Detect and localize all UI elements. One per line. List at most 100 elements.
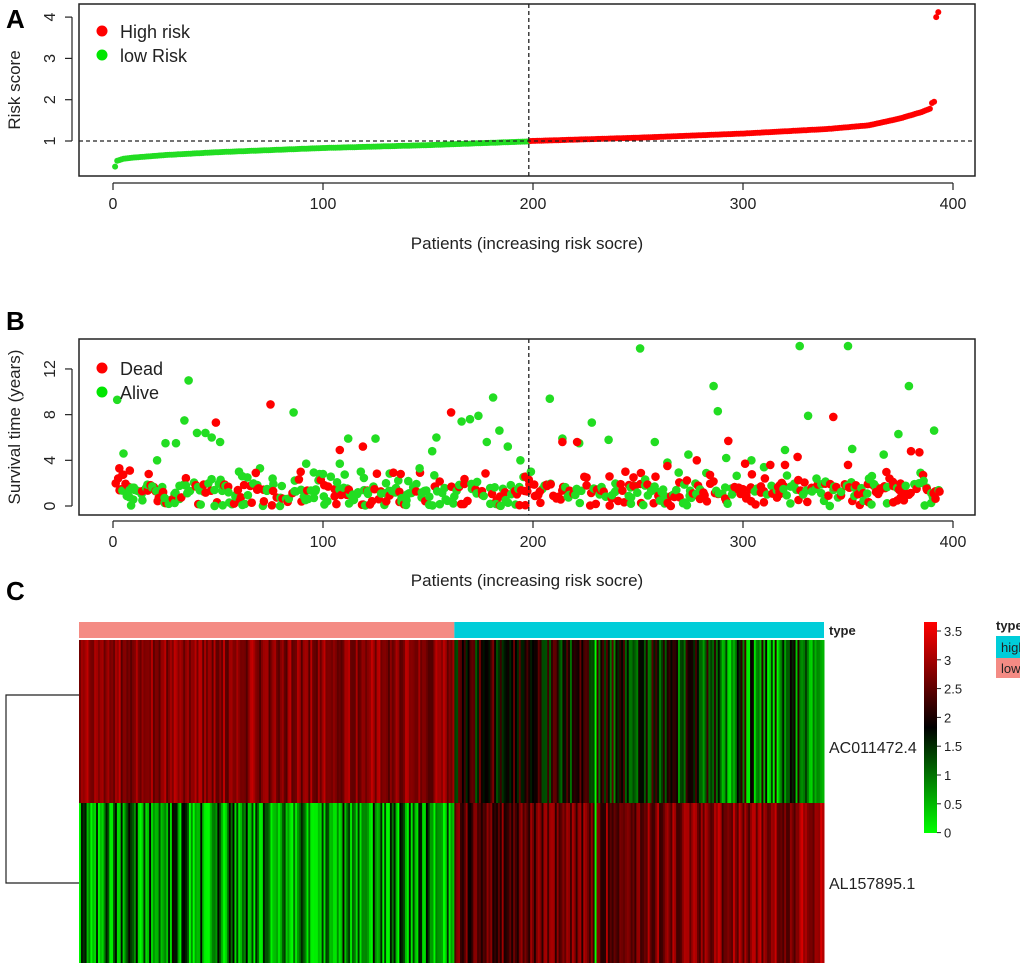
heatmap-cell-ac011472 — [575, 640, 579, 803]
heatmap-cell-ac011472 — [249, 640, 253, 803]
heatmap-cell-ac011472 — [679, 640, 683, 803]
heatmap-cell-ac011472 — [115, 640, 118, 803]
heatmap-cell-al157895 — [113, 803, 116, 963]
heatmap-cell-ac011472 — [386, 640, 389, 803]
heatmap-cell-ac011472 — [272, 640, 275, 803]
heatmap-cell-ac011472 — [795, 640, 798, 803]
heatmap-cell-al157895 — [587, 803, 590, 963]
survival-point-dead — [372, 469, 382, 479]
survival-point-dead — [267, 501, 277, 510]
heatmap-cell-ac011472 — [147, 640, 150, 803]
heatmap-cell-al157895 — [79, 803, 82, 963]
survival-point-dead — [724, 436, 733, 446]
survival-point-dead — [875, 486, 884, 496]
survival-point-dead — [747, 470, 757, 479]
heatmap-cell-al157895 — [160, 803, 163, 963]
survival-point-alive — [428, 501, 437, 510]
survival-point-alive — [171, 438, 181, 448]
survival-point-dead — [118, 470, 128, 480]
heatmap-cell-al157895 — [789, 803, 793, 963]
heatmap-cell-ac011472 — [238, 640, 241, 803]
heatmap-cell-al157895 — [141, 803, 144, 963]
heatmap-cell-ac011472 — [169, 640, 173, 803]
risk-point-high — [926, 105, 933, 112]
heatmap-cell-al157895 — [204, 803, 207, 963]
survival-point-dead — [619, 498, 629, 507]
heatmap-cell-ac011472 — [524, 640, 527, 803]
heatmap-cell-al157895 — [575, 803, 579, 963]
heatmap-cell-ac011472 — [507, 640, 510, 803]
survival-point-alive — [882, 499, 892, 508]
survival-point-dead — [906, 446, 916, 456]
heatmap-cell-al157895 — [393, 803, 397, 963]
heatmap-cell-al157895 — [649, 803, 652, 963]
heatmap-cell-ac011472 — [342, 640, 345, 803]
survival-point-dead — [268, 486, 278, 496]
heatmap-cell-al157895 — [209, 803, 213, 963]
survival-point-alive — [323, 496, 332, 506]
heatmap-cell-al157895 — [717, 803, 721, 963]
survival-point-alive — [427, 446, 437, 456]
heatmap-cell-ac011472 — [92, 640, 95, 803]
heatmap-cell-al157895 — [374, 803, 378, 963]
heatmap-cell-ac011472 — [122, 640, 125, 803]
heatmap-cell-ac011472 — [86, 640, 89, 803]
heatmap-cell-ac011472 — [516, 640, 520, 803]
heatmap-cell-al157895 — [607, 803, 611, 963]
survival-point-alive — [277, 481, 287, 491]
heatmap-cell-ac011472 — [649, 640, 652, 803]
survival-point-alive — [482, 437, 492, 447]
heatmap-cell-ac011472 — [435, 640, 438, 803]
heatmap-cell-al157895 — [543, 803, 546, 963]
heatmap-cell-al157895 — [223, 803, 226, 963]
heatmap-cell-ac011472 — [454, 640, 457, 803]
heatmap-cell-ac011472 — [458, 640, 461, 803]
heatmap-cell-al157895 — [678, 803, 681, 963]
heatmap-cell-al157895 — [386, 803, 389, 963]
heatmap-cell-ac011472 — [791, 640, 795, 803]
heatmap-cell-al157895 — [279, 803, 283, 963]
heatmap-cell-ac011472 — [96, 640, 99, 803]
heatmap-cell-al157895 — [712, 803, 715, 963]
survival-point-alive — [196, 500, 205, 509]
heatmap-cell-al157895 — [437, 803, 440, 963]
heatmap-cell-al157895 — [496, 803, 499, 963]
heatmap-cell-ac011472 — [587, 640, 590, 803]
heatmap-cell-ac011472 — [414, 640, 417, 803]
heatmap-cell-ac011472 — [158, 640, 162, 803]
survival-point-alive — [633, 488, 642, 498]
survival-point-dead — [800, 478, 809, 487]
heatmap-cell-al157895 — [494, 803, 497, 963]
type-annotation-bar — [79, 622, 824, 638]
heatmap-cell-al157895 — [86, 803, 89, 963]
survival-point-dead — [115, 464, 124, 473]
heatmap-cell-al157895 — [435, 803, 438, 963]
heatmap-cell-ac011472 — [518, 640, 522, 803]
survival-point-alive — [894, 429, 903, 439]
heatmap-cell-al157895 — [133, 803, 137, 963]
heatmap-cell-ac011472 — [808, 640, 812, 803]
heatmap-cell-al157895 — [96, 803, 99, 963]
survival-point-dead — [536, 498, 545, 508]
survival-point-alive — [207, 474, 216, 484]
heatmap-cell-ac011472 — [319, 640, 323, 803]
type-legend-swatch-low — [996, 658, 1020, 678]
heatmap-cell-al157895 — [569, 803, 573, 963]
heatmap-cell-al157895 — [391, 803, 395, 963]
heatmap-cell-al157895 — [260, 803, 264, 963]
survival-point-alive — [340, 470, 350, 479]
heatmap-cell-al157895 — [120, 803, 124, 963]
heatmap-cell-ac011472 — [298, 640, 302, 803]
heatmap-cell-al157895 — [681, 803, 685, 963]
heatmap-cell-ac011472 — [655, 640, 658, 803]
heatmap-cell-ac011472 — [583, 640, 586, 803]
survival-point-dead — [463, 496, 472, 506]
y-tick-label: 8 — [42, 410, 59, 419]
heatmap-cell-ac011472 — [168, 640, 171, 803]
heatmap-cell-al157895 — [685, 803, 689, 963]
survival-point-dead — [582, 481, 591, 490]
survival-point-dead — [643, 480, 652, 489]
heatmap-cell-ac011472 — [323, 640, 326, 803]
heatmap-cell-al157895 — [691, 803, 694, 963]
heatmap-cell-ac011472 — [268, 640, 271, 803]
